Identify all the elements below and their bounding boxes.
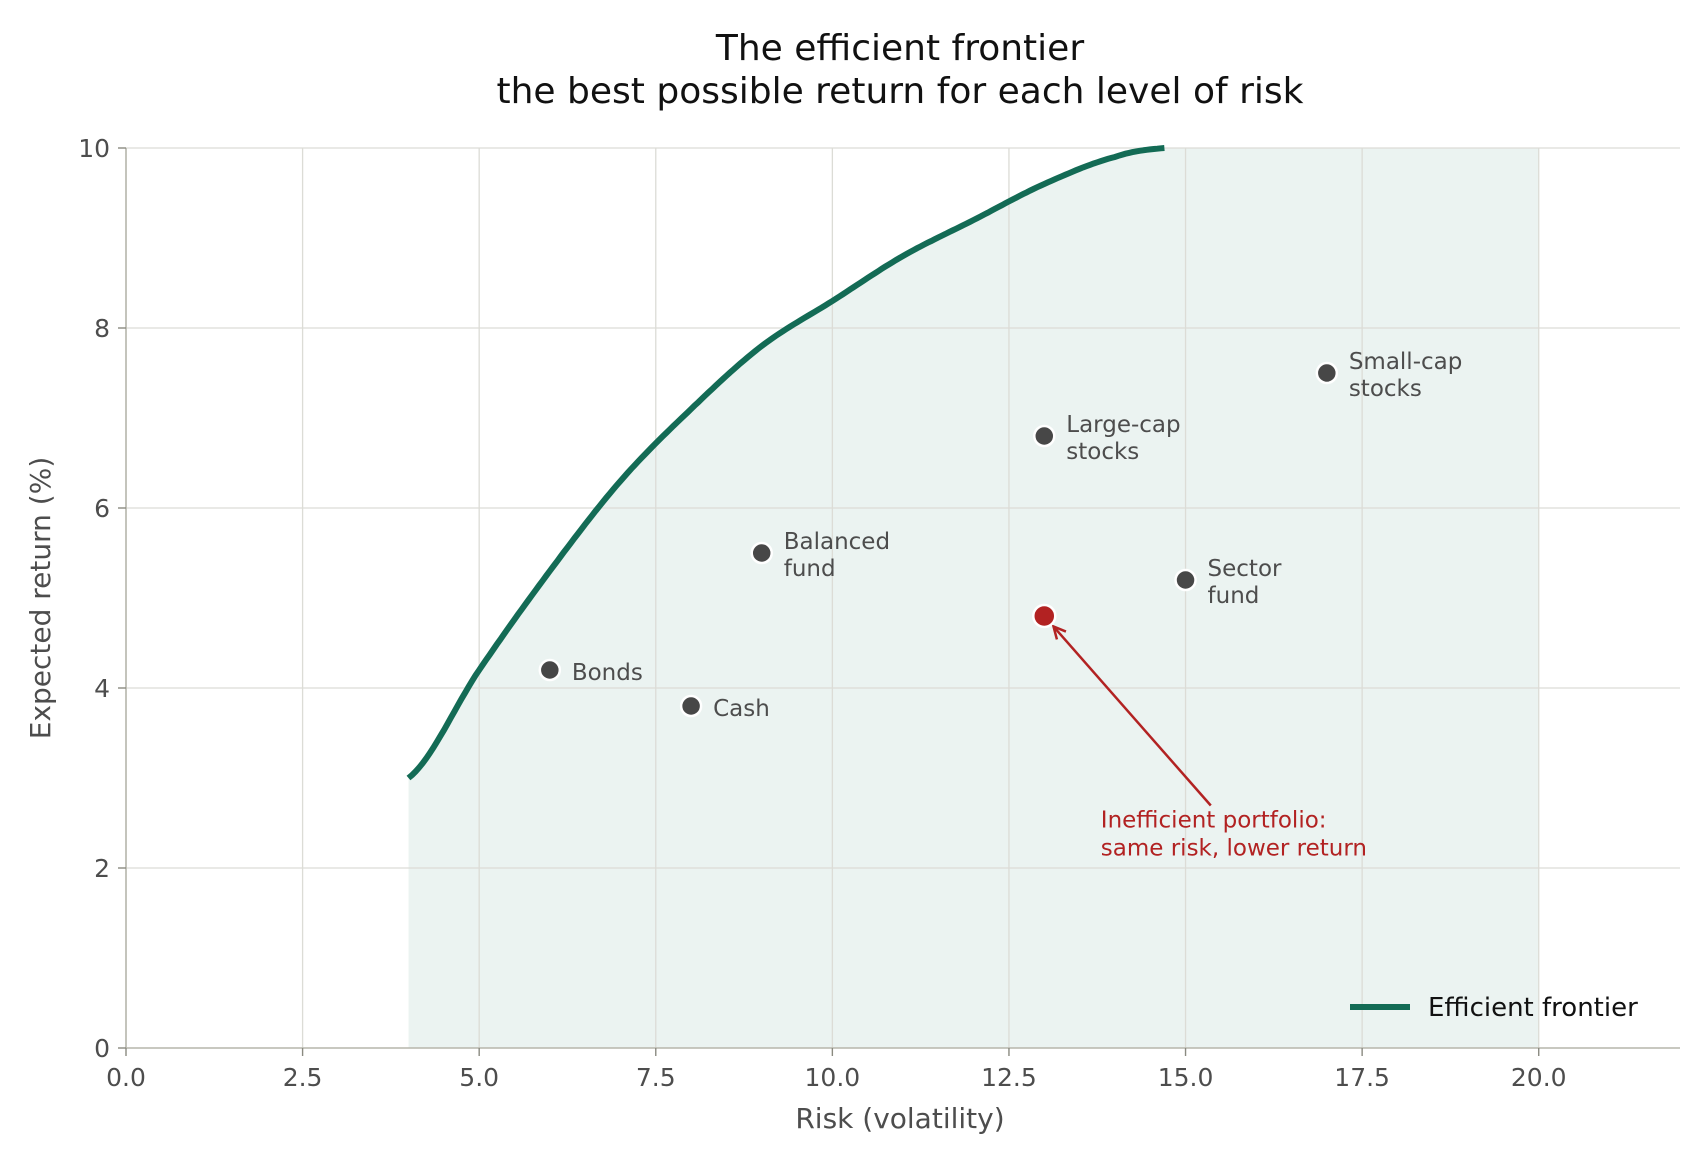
y-tick-label: 4	[94, 674, 110, 703]
x-tick-label: 12.5	[981, 1063, 1037, 1092]
data-point-label: Large-cap stocks	[1066, 412, 1180, 465]
data-point	[1174, 568, 1197, 592]
data-point	[538, 658, 562, 682]
y-tick-label: 6	[94, 494, 110, 523]
plot-area: 0.0 2.5 5.0 7.5 10.0 12.5 15.0 17.5 20.0 0 2 4 6 8 10 B…	[78, 134, 1680, 1092]
inefficient-portfolio-point	[1032, 603, 1057, 629]
legend: Efficient frontier	[1350, 993, 1638, 1023]
x-tick-label: 5.0	[459, 1063, 499, 1092]
y-tick-label: 10	[78, 134, 110, 163]
x-tick-label: 17.5	[1334, 1063, 1390, 1092]
data-point	[679, 694, 703, 718]
chart-subtitle: the best possible return for each level …	[497, 71, 1304, 112]
inefficient-portfolio-annotation: Inefficient portfolio: same risk, lower r…	[1101, 808, 1367, 862]
chart-title-block: The efficient frontier the best possible…	[497, 28, 1304, 112]
x-tick-label: 20.0	[1511, 1063, 1567, 1092]
x-tick-label: 10.0	[805, 1063, 861, 1092]
y-axis-label: Expected return (%)	[24, 457, 57, 740]
x-tick-label: 7.5	[636, 1063, 676, 1092]
data-point	[1033, 424, 1056, 448]
feasible-region	[408, 148, 1539, 1048]
y-tick-label: 8	[94, 314, 110, 343]
y-tick-label: 2	[94, 854, 110, 883]
y-tick-label: 0	[94, 1034, 110, 1063]
efficient-frontier-line	[406, 145, 1165, 781]
data-point	[1315, 361, 1339, 385]
data-point-label: Sector fund	[1208, 556, 1282, 609]
annotation-arrow-shaft	[1052, 625, 1212, 807]
chart-title: The efficient frontier	[715, 28, 1084, 69]
x-tick-label: 2.5	[283, 1063, 323, 1092]
legend-label: Efficient frontier	[1428, 993, 1638, 1023]
x-tick-label: 0.0	[106, 1063, 146, 1092]
data-point-label: Small-cap stocks	[1349, 349, 1463, 402]
data-point-label: Bonds	[572, 660, 643, 686]
data-point	[750, 541, 773, 565]
x-axis-label: Risk (volatility)	[795, 1102, 1004, 1135]
annotation-arrow-head	[1051, 624, 1067, 640]
x-tick-label: 15.0	[1158, 1063, 1214, 1092]
data-point-label: Cash	[713, 696, 770, 722]
data-point-label: Balanced fund	[784, 529, 890, 582]
